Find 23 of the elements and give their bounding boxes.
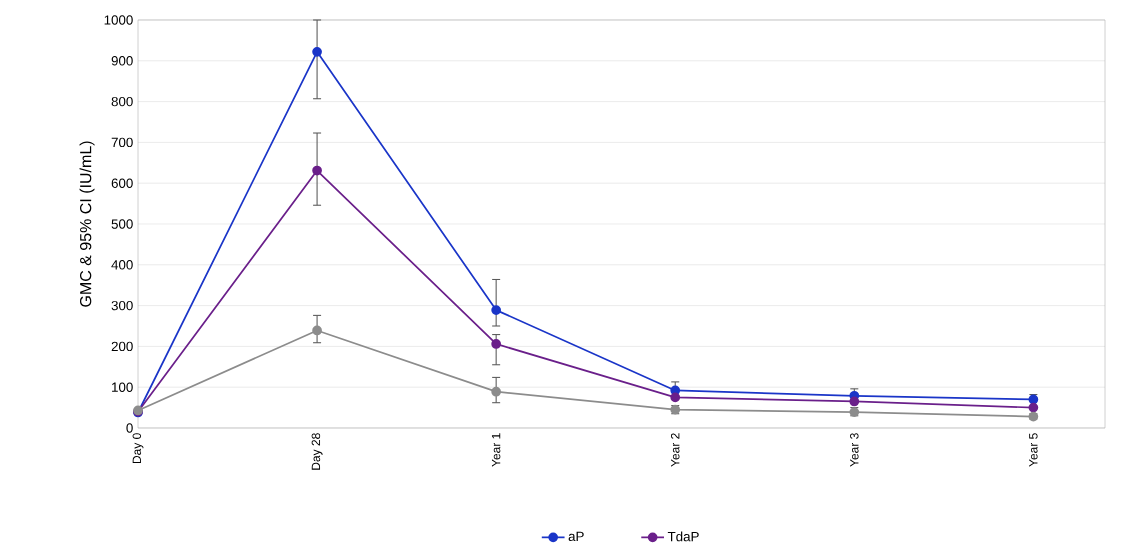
y-tick-label: 200 xyxy=(111,341,133,352)
point xyxy=(670,392,681,403)
y-tick-label: 300 xyxy=(111,300,133,311)
y-tick-label: 900 xyxy=(111,56,133,66)
y-tick-label: 100 xyxy=(112,382,133,392)
x-tick-label: Year 5 xyxy=(1029,433,1038,467)
legend-label: aP xyxy=(568,531,584,542)
y-tick-label: 600 xyxy=(111,178,133,188)
y-tick-label: 800 xyxy=(111,96,133,107)
y-tick-label: 700 xyxy=(111,137,133,148)
y-axis-title: GMC & 95% CI (IU/mL) xyxy=(79,141,95,307)
x-tick-label: Year 3 xyxy=(850,433,859,467)
y-tick-label: 0 xyxy=(126,423,133,433)
y-tick-label: 400 xyxy=(111,260,133,270)
y-tick-label: 500 xyxy=(111,219,133,229)
x-tick-label: Year 1 xyxy=(491,433,501,467)
y-tick-label: 1000 xyxy=(104,15,133,25)
point xyxy=(849,396,860,407)
x-tick-label: Day 0 xyxy=(132,433,144,464)
legend-label: TdaP xyxy=(667,531,699,542)
x-tick-label: Day 28 xyxy=(311,433,323,470)
x-tick-label: Year 2 xyxy=(670,433,680,467)
point xyxy=(1028,402,1039,413)
